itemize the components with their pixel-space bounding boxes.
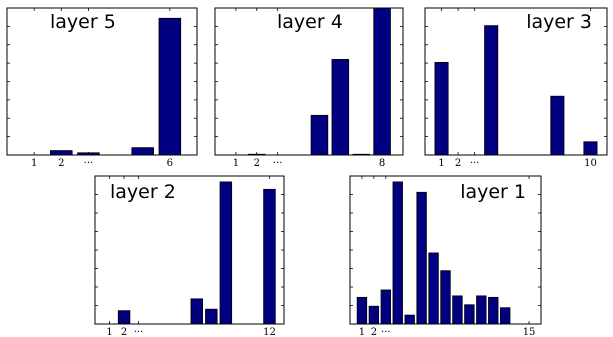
chart-title: layer 2	[110, 181, 176, 203]
bar-12	[264, 189, 276, 324]
bar-1	[435, 62, 448, 155]
bar-11	[477, 296, 487, 324]
chart-panel-3: 1 2 ··· 10 layer 3	[425, 8, 607, 169]
x-tick-label: 15	[523, 327, 536, 337]
bar-6	[417, 192, 427, 324]
bar-7	[429, 253, 439, 324]
chart-title: layer 5	[50, 11, 116, 33]
x-tick-label: 6	[167, 158, 173, 169]
bar-8	[551, 96, 564, 155]
bar-5	[405, 315, 415, 324]
x-tick-label: 10	[584, 158, 597, 169]
x-tick-label: 1	[438, 158, 444, 169]
x-tick-label: 2	[371, 327, 377, 337]
chart-panel-1: 1 2 ··· 6 layer 5	[7, 8, 197, 169]
x-tick-label: 2	[58, 158, 64, 169]
x-tick-label: 1	[233, 158, 239, 169]
bar-8	[441, 271, 451, 324]
x-tick-label: ···	[470, 158, 480, 169]
chart-title: layer 4	[277, 11, 343, 33]
x-tick-label: ···	[134, 327, 144, 337]
x-tick-label: 1	[106, 327, 112, 337]
bar-8	[205, 309, 217, 324]
chart-title: layer 1	[460, 181, 526, 203]
x-tick-label: ···	[84, 158, 94, 169]
chart-title: layer 3	[526, 11, 592, 33]
x-tick-label: 12	[263, 327, 276, 337]
x-tick-label: 1	[359, 327, 365, 337]
bar-4	[393, 182, 403, 324]
x-tick-label: 2	[254, 158, 260, 169]
bar-9	[453, 296, 463, 324]
x-tick-label: ···	[273, 158, 283, 169]
x-tick-label: 2	[455, 158, 461, 169]
chart-panel-4: 1 2 ··· 12 layer 2	[95, 176, 284, 337]
x-tick-label: ···	[381, 327, 391, 337]
bar-7	[191, 299, 203, 324]
bar-6	[159, 18, 181, 155]
bar-13	[500, 308, 510, 324]
bar-6	[332, 59, 349, 155]
chart-panel-5: 1 2 ··· 15 layer 1	[350, 176, 541, 337]
bar-5	[311, 115, 328, 155]
bar-7	[353, 154, 370, 155]
x-tick-label: 8	[379, 158, 385, 169]
bar-5	[132, 148, 154, 155]
bar-12	[488, 297, 498, 324]
bar-8	[374, 8, 391, 155]
bar-3	[381, 290, 391, 324]
bar-10	[465, 305, 475, 324]
x-tick-label: 2	[121, 327, 127, 337]
bar-9	[220, 182, 232, 324]
bar-1	[357, 297, 367, 324]
x-tick-label: 1	[31, 158, 37, 169]
chart-panel-2: 1 2 ··· 8 layer 4	[215, 8, 403, 169]
bar-4	[485, 26, 498, 155]
